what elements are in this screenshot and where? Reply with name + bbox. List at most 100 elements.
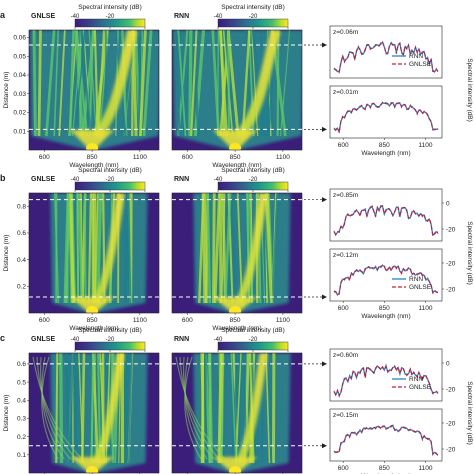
right-y-tick-label: 0 bbox=[446, 361, 450, 368]
pump-fan bbox=[70, 297, 115, 313]
spectral-streak bbox=[77, 193, 83, 304]
x-tick-label: 600 bbox=[39, 317, 50, 324]
pump-fan bbox=[70, 130, 115, 150]
slice-arrow bbox=[322, 42, 327, 48]
y-tick-label: 0.8 bbox=[17, 204, 26, 211]
spectral-streak bbox=[75, 30, 89, 137]
colorbar-title: Spectral intensity (dB) bbox=[221, 327, 285, 334]
slice-arrow bbox=[322, 443, 327, 449]
spectral-streak bbox=[265, 353, 271, 464]
x-tick-label: 1100 bbox=[133, 317, 147, 324]
spectral-streak bbox=[68, 30, 75, 137]
colorbar-title: Spectral intensity (dB) bbox=[221, 167, 285, 174]
spectral-streak bbox=[59, 353, 62, 464]
right-y-axis-label: Spectral intensity (dB) bbox=[466, 58, 473, 122]
y-tick-label: 0.01 bbox=[13, 128, 26, 135]
spectral-streak bbox=[224, 193, 232, 304]
slice-arrow bbox=[322, 294, 327, 300]
spectral-streak bbox=[206, 193, 212, 304]
x-tick-label: 600 bbox=[182, 154, 193, 161]
spectral-streak bbox=[193, 30, 206, 137]
slice-plot-frame bbox=[329, 348, 443, 402]
y-tick-label: 0.6 bbox=[17, 361, 26, 368]
y-tick-label: 0.05 bbox=[13, 53, 26, 60]
spectral-streak bbox=[266, 353, 273, 464]
spectral-streak bbox=[65, 353, 71, 464]
soliton-line bbox=[184, 356, 202, 460]
slice-label: z=0.15m bbox=[333, 412, 358, 419]
gnlse-spectrum-line bbox=[333, 364, 439, 398]
x-axis-label: Wavelength (nm) bbox=[69, 162, 118, 169]
colorbar-tick-label: -40 bbox=[214, 177, 223, 183]
spectral-streak bbox=[203, 193, 208, 304]
right-y-tick-label: -20 bbox=[446, 227, 456, 234]
legend-rnn-label: RNN bbox=[409, 276, 423, 283]
slice-label: z=0.60m bbox=[333, 352, 358, 359]
spectral-streak bbox=[201, 193, 206, 304]
spectral-streak bbox=[142, 30, 153, 137]
y-tick-label: 0.2 bbox=[17, 434, 26, 441]
x-tick-label: 850 bbox=[230, 154, 241, 161]
pump-spot bbox=[86, 143, 99, 150]
slice-label: z=0.01m bbox=[333, 89, 358, 96]
spectral-streak bbox=[93, 30, 99, 137]
spectral-streak bbox=[201, 353, 205, 464]
x-tick-label: 850 bbox=[87, 317, 98, 324]
colorbar-tick-label: -20 bbox=[249, 14, 258, 20]
pump-fan bbox=[213, 457, 258, 473]
spectral-streak bbox=[126, 193, 132, 304]
slice-arrow bbox=[322, 126, 327, 132]
soliton-line bbox=[32, 356, 83, 460]
heatmap-frame bbox=[171, 352, 303, 474]
heatmap-frame bbox=[28, 192, 160, 314]
row-c: c GNLSE Spectral intensity (dB) -40 -20 600 85… bbox=[0, 327, 473, 474]
right-y-tick-label: -20 bbox=[446, 287, 456, 294]
spectral-streak bbox=[246, 193, 251, 304]
y-tick-label: 0.06 bbox=[13, 35, 26, 42]
spectral-streak bbox=[58, 30, 66, 137]
spectral-streak bbox=[248, 193, 253, 304]
spectral-streak bbox=[32, 30, 37, 137]
spectral-streak bbox=[53, 30, 60, 137]
y-tick-label: 0.04 bbox=[13, 72, 26, 79]
bright-band bbox=[92, 30, 138, 140]
right-y-tick-label: 0 bbox=[446, 201, 450, 208]
legend-rnn-label: RNN bbox=[409, 376, 423, 383]
colorbar-title: Spectral intensity (dB) bbox=[221, 4, 285, 11]
heatmap-frame bbox=[28, 352, 160, 474]
spectral-streak bbox=[231, 353, 240, 464]
y-axis-label: Distance (m) bbox=[3, 235, 10, 272]
spectral-streak bbox=[190, 30, 198, 137]
colorbar-tick-label: -40 bbox=[214, 14, 223, 20]
x-tick-label: 850 bbox=[230, 317, 241, 324]
x-tick-label: 600 bbox=[39, 154, 50, 161]
x-tick-label: 1100 bbox=[419, 305, 433, 312]
spectral-streak bbox=[88, 30, 98, 137]
spectral-streak bbox=[55, 353, 59, 464]
colorbar-tick-label: -20 bbox=[106, 337, 115, 343]
legend-gnlse-label: GNLSE bbox=[409, 384, 432, 391]
pump-spot bbox=[86, 466, 99, 473]
colorbar-tick-label: -20 bbox=[249, 177, 258, 183]
x-tick-label: 600 bbox=[338, 142, 349, 149]
x-tick-label: 600 bbox=[338, 465, 349, 472]
colorbar-tick-label: -40 bbox=[71, 337, 80, 343]
spectral-streak bbox=[276, 30, 280, 137]
spectral-streak bbox=[76, 193, 80, 304]
colorbar-title: Spectral intensity (dB) bbox=[78, 167, 142, 174]
right-y-tick-label: -20 bbox=[446, 421, 456, 428]
rnn-label: RNN bbox=[174, 13, 189, 20]
spectral-streak bbox=[188, 30, 193, 137]
heatmap-content bbox=[29, 30, 159, 150]
panel-letter: a bbox=[0, 10, 6, 20]
gnlse-label: GNLSE bbox=[31, 336, 55, 343]
colorbar bbox=[74, 181, 146, 191]
heatmap-content bbox=[172, 30, 302, 150]
spectral-streak bbox=[230, 353, 237, 464]
x-tick-label: 1100 bbox=[419, 142, 433, 149]
x-tick-label: 600 bbox=[182, 317, 193, 324]
row-b: b GNLSE Spectral intensity (dB) -40 -20 600 85… bbox=[0, 167, 473, 332]
right-y-tick-label: -20 bbox=[446, 447, 456, 454]
bright-band bbox=[92, 353, 125, 465]
spectral-streak bbox=[83, 193, 87, 304]
